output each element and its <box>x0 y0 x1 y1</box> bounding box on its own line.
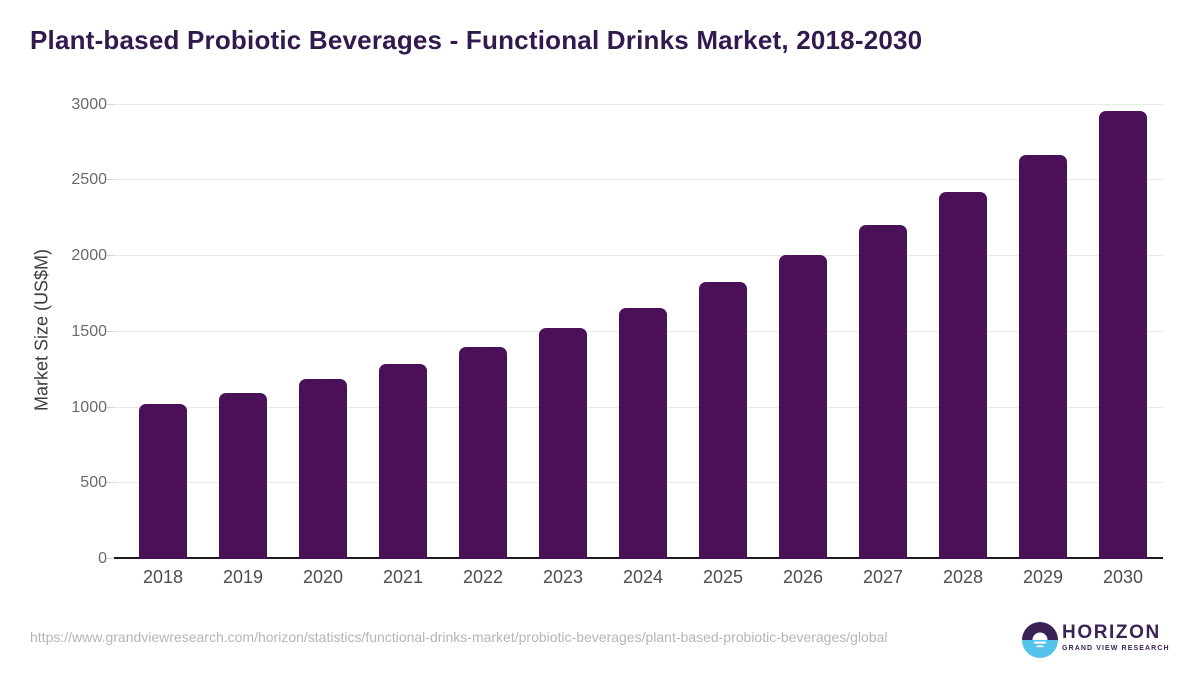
x-axis-labels: 2018 2019 2020 2021 2022 2023 2024 2025 2026 2027… <box>114 567 1163 593</box>
bar-2028 <box>939 191 987 559</box>
horizon-sun-icon <box>1022 622 1058 658</box>
bar-2020 <box>299 379 347 559</box>
x-label-2029: 2029 <box>1022 567 1064 587</box>
bar-2026 <box>779 255 827 559</box>
logo-brand: HORIZON <box>1062 622 1161 643</box>
x-label-2025: 2025 <box>702 567 744 587</box>
gridline-3000 <box>114 103 1163 105</box>
bar-2022 <box>459 346 507 559</box>
x-label-2019: 2019 <box>222 567 264 587</box>
ytick-1000 <box>106 406 114 408</box>
x-label-2024: 2024 <box>622 567 664 587</box>
ytick-1500 <box>106 330 114 332</box>
chart-title: Plant-based Probiotic Beverages - Functi… <box>30 25 923 55</box>
x-label-2018: 2018 <box>142 567 184 587</box>
gridline-2000 <box>114 255 1163 256</box>
ytick-label-1000: 1000 <box>71 398 107 416</box>
ytick-label-2000: 2000 <box>71 247 107 264</box>
x-label-2022: 2022 <box>462 567 504 587</box>
y-axis-labels: 0 500 1000 1500 2000 2500 3000 <box>30 95 107 567</box>
x-label-2026: 2026 <box>782 567 824 587</box>
bar-2018 <box>139 403 187 559</box>
ytick-label-3000: 3000 <box>71 95 107 113</box>
ytick-2500 <box>106 179 114 181</box>
ytick-3000 <box>106 103 114 105</box>
bar-2030 <box>1099 111 1147 559</box>
logo-subbrand: GRAND VIEW RESEARCH <box>1062 645 1170 652</box>
x-label-2021: 2021 <box>382 567 424 587</box>
ytick-0 <box>106 558 114 559</box>
bar-2021 <box>379 363 427 559</box>
bar-2019 <box>219 393 267 559</box>
x-label-2028: 2028 <box>942 567 984 587</box>
x-label-2023: 2023 <box>542 567 584 587</box>
ytick-2000 <box>106 255 114 256</box>
bar-2023 <box>539 327 587 559</box>
horizon-logo: HORIZON GRAND VIEW RESEARCH <box>1022 622 1182 662</box>
bar-2029 <box>1019 154 1067 559</box>
x-label-2030: 2030 <box>1102 567 1144 587</box>
ytick-label-0: 0 <box>98 550 107 567</box>
source-url: https://www.grandviewresearch.com/horizo… <box>30 629 888 645</box>
plot-area <box>106 100 1163 559</box>
bar-2027 <box>859 224 907 559</box>
ytick-label-500: 500 <box>80 474 107 492</box>
x-label-2020: 2020 <box>302 567 344 587</box>
horizon-logo-text: HORIZON GRAND VIEW RESEARCH <box>1062 623 1170 652</box>
gridline-2500 <box>114 179 1163 181</box>
bar-2025 <box>699 281 747 559</box>
ytick-label-2500: 2500 <box>71 171 107 189</box>
x-label-2027: 2027 <box>862 567 904 587</box>
ytick-500 <box>106 482 114 484</box>
ytick-label-1500: 1500 <box>71 322 107 340</box>
bar-2024 <box>619 307 667 559</box>
